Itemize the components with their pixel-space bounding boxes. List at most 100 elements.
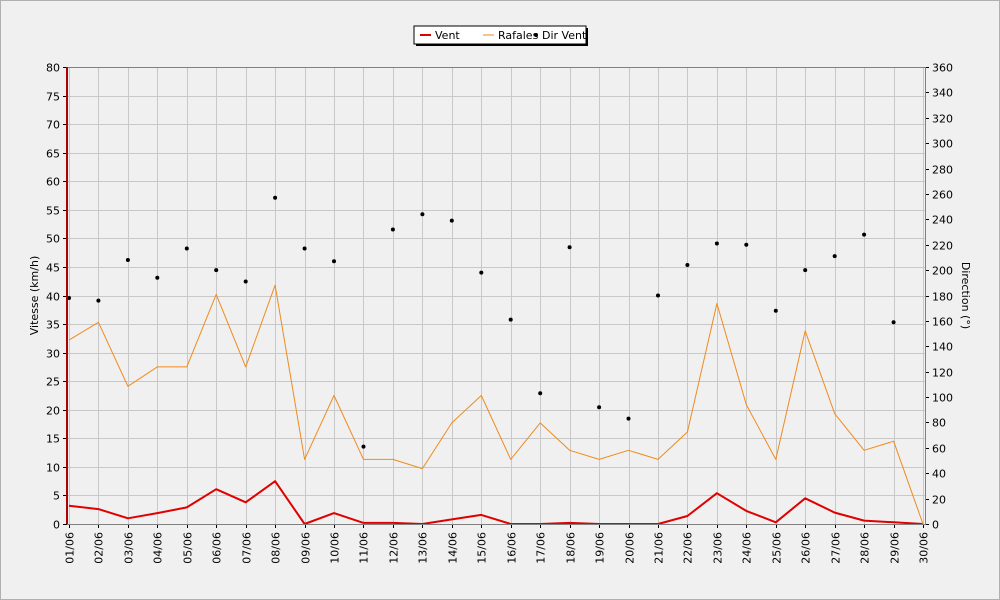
right-tick-label: 180 [932, 291, 953, 304]
x-tick-label: 09/06 [300, 532, 313, 564]
x-tick-label: 26/06 [800, 532, 813, 564]
right-tick-label: 360 [932, 62, 953, 75]
direction-point [361, 444, 366, 449]
direction-point [390, 227, 395, 232]
right-tick-label: 140 [932, 341, 953, 354]
right-tick-label: 220 [932, 240, 953, 253]
left-tick-label: 80 [46, 62, 60, 75]
direction-point [567, 245, 572, 250]
direction-point [449, 218, 454, 223]
x-tick-label: 12/06 [388, 532, 401, 564]
x-tick-label: 29/06 [889, 532, 902, 564]
direction-point [832, 254, 837, 259]
direction-point [96, 298, 101, 303]
left-tick-label: 20 [46, 405, 60, 418]
right-tick-label: 280 [932, 164, 953, 177]
legend-label: Rafales [498, 29, 539, 42]
x-tick-label: 13/06 [417, 532, 430, 564]
x-tick-label: 25/06 [771, 532, 784, 564]
direction-point [685, 263, 690, 267]
x-tick-label: 27/06 [830, 532, 843, 564]
x-tick-label: 14/06 [447, 532, 460, 564]
left-tick-label: 10 [46, 462, 60, 475]
left-tick-label: 15 [46, 433, 60, 446]
legend-box [413, 25, 587, 45]
left-tick-label: 50 [46, 233, 60, 246]
x-tick-label: 08/06 [270, 532, 283, 564]
direction-point [626, 416, 631, 421]
series-line-vent [68, 480, 924, 525]
x-tick-label: 06/06 [211, 532, 224, 564]
x-tick-label: 03/06 [123, 532, 136, 564]
right-tick-label: 340 [932, 87, 953, 100]
direction-point [214, 268, 219, 273]
x-tick-label: 28/06 [859, 532, 872, 564]
y-axis-title: Vitesse (km/h) [28, 256, 41, 336]
legend-label: Vent [435, 29, 460, 42]
x-tick-label: 04/06 [152, 532, 165, 564]
right-tick-label: 60 [932, 443, 946, 456]
x-tick-label: 15/06 [476, 532, 489, 564]
left-tick-label: 40 [46, 291, 60, 304]
left-tick-label: 65 [46, 148, 60, 161]
x-tick-label: 24/06 [741, 532, 754, 564]
x-tick-label: 01/06 [64, 532, 77, 564]
right-tick-label: 320 [932, 113, 953, 126]
x-tick-label: 11/06 [358, 532, 371, 564]
x-tick-label: 22/06 [682, 532, 695, 564]
x-tick-label: 02/06 [93, 532, 106, 564]
direction-point [891, 320, 896, 325]
plot-area [67, 67, 925, 524]
left-tick-label: 5 [53, 490, 60, 503]
direction-point [243, 279, 248, 284]
x-tick-label: 19/06 [594, 532, 607, 564]
direction-point [538, 391, 543, 396]
right-tick-label: 20 [932, 494, 946, 507]
x-tick-label: 20/06 [624, 532, 637, 564]
direction-point [862, 232, 867, 237]
left-tick-label: 70 [46, 119, 60, 132]
right-tick-label: 260 [932, 189, 953, 202]
legend-label: Dir Vent [542, 29, 587, 42]
right-tick-label: 100 [932, 392, 953, 405]
x-axis-ticks: 01/06 02/06 03/06 04/06 05/06 06/06 07/06 08/06… [64, 524, 931, 564]
direction-point [420, 212, 425, 217]
direction-point [273, 195, 278, 200]
right-tick-label: 120 [932, 367, 953, 380]
left-tick-label: 60 [46, 176, 60, 189]
right-tick-label: 0 [932, 519, 939, 532]
direction-point [803, 268, 808, 273]
direction-point [155, 275, 160, 280]
y2-axis-title: Direction (°) [959, 262, 972, 329]
right-tick-label: 300 [932, 138, 953, 151]
x-tick-label: 16/06 [506, 532, 519, 564]
direction-point [597, 405, 602, 410]
x-tick-label: 05/06 [182, 532, 195, 564]
right-tick-label: 240 [932, 214, 953, 227]
right-tick-label: 200 [932, 265, 953, 278]
right-tick-label: 40 [932, 468, 946, 481]
right-tick-label: 80 [932, 417, 946, 430]
left-tick-label: 25 [46, 376, 60, 389]
right-tick-label: 160 [932, 316, 953, 329]
x-tick-label: 10/06 [329, 532, 342, 564]
left-tick-label: 55 [46, 205, 60, 218]
direction-point [332, 259, 336, 264]
left-tick-label: 0 [53, 519, 60, 532]
left-axis-accent [66, 67, 68, 524]
series-layer [67, 195, 924, 525]
direction-point [479, 270, 484, 275]
x-tick-label: 23/06 [712, 532, 725, 564]
direction-point [773, 308, 778, 313]
direction-point [656, 293, 660, 298]
left-tick-label: 75 [46, 91, 60, 104]
legend: Vent Rafales Dir Vent [413, 25, 588, 46]
left-tick-label: 30 [46, 348, 60, 361]
x-tick-label: 07/06 [241, 532, 254, 564]
x-tick-label: 17/06 [535, 532, 548, 564]
x-tick-label: 21/06 [653, 532, 666, 564]
left-tick-label: 45 [46, 262, 60, 275]
direction-point [714, 241, 719, 246]
direction-point [744, 242, 749, 247]
